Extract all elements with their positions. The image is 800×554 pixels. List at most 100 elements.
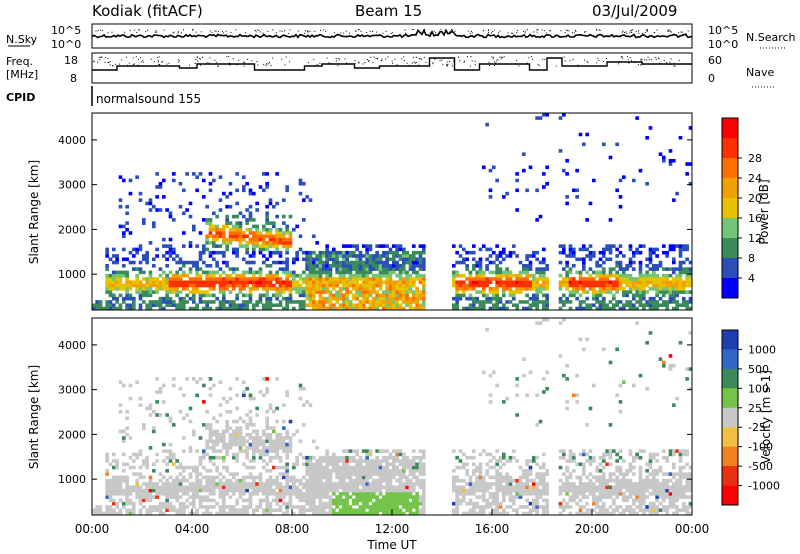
velocity-cell — [598, 485, 603, 490]
power-cell — [632, 277, 636, 281]
power-cell — [148, 283, 153, 288]
velocity-cell — [492, 465, 496, 470]
power-cell — [335, 280, 339, 285]
velocity-cell — [565, 363, 569, 368]
velocity-cell — [292, 432, 296, 437]
power-cell — [618, 306, 623, 311]
power-cell — [205, 273, 209, 278]
velocity-cell — [265, 498, 269, 503]
power-cell — [495, 270, 499, 275]
power-cell — [468, 293, 473, 298]
velocity-cell — [342, 462, 346, 467]
velocity-cell — [368, 488, 373, 493]
velocity-cell — [345, 449, 349, 453]
power-cell — [458, 287, 463, 291]
power-cell — [375, 300, 379, 304]
velocity-cell — [205, 498, 209, 503]
velocity-cell — [292, 475, 296, 480]
velocity-cell — [285, 505, 289, 509]
velocity-cell — [98, 505, 103, 509]
noise-dot — [631, 29, 633, 31]
power-cell — [365, 306, 369, 311]
velocity-cell — [105, 472, 109, 476]
velocity-cell — [422, 469, 426, 473]
power-cell — [472, 287, 476, 291]
power-y-axis-label: Slant Range [km] — [27, 160, 41, 264]
noise-dot — [419, 32, 420, 34]
velocity-cell — [258, 488, 263, 493]
velocity-cell — [245, 446, 249, 450]
power-cell — [478, 247, 483, 252]
power-cell — [515, 283, 519, 288]
power-cell — [138, 293, 143, 298]
velocity-cell — [415, 465, 419, 470]
noise-dot — [345, 30, 347, 32]
power-cell — [378, 303, 383, 308]
power-cell — [395, 247, 399, 252]
power-cell — [342, 254, 346, 258]
nave-dot — [470, 56, 472, 57]
power-cell — [192, 264, 196, 268]
nave-dot — [463, 60, 465, 62]
velocity-cell — [298, 439, 303, 444]
noise-dot — [215, 30, 217, 32]
power-cell — [488, 247, 493, 252]
power-cell — [228, 283, 233, 288]
power-cell — [462, 293, 466, 298]
velocity-cell — [298, 508, 303, 513]
velocity-cell — [128, 396, 133, 401]
nave-dot — [641, 58, 643, 60]
velocity-cell — [545, 469, 549, 473]
velocity-cell — [302, 505, 306, 509]
power-cell — [598, 303, 603, 308]
velocity-cell — [562, 373, 566, 378]
power-cell — [232, 300, 236, 304]
velocity-cell — [115, 478, 119, 483]
power-cell — [382, 244, 386, 248]
nave-dot — [446, 63, 448, 65]
velocity-cell — [408, 482, 413, 486]
velocity-cell — [245, 482, 249, 486]
power-cell — [218, 277, 223, 281]
power-cell — [162, 244, 166, 248]
velocity-cell — [185, 498, 189, 503]
power-cell — [492, 296, 496, 301]
velocity-cell — [375, 511, 379, 516]
power-cell — [248, 260, 253, 265]
velocity-cell — [602, 452, 606, 457]
nave-dot — [127, 64, 129, 66]
velocity-cell — [388, 488, 393, 493]
velocity-cell — [132, 501, 136, 506]
power-cell — [528, 165, 533, 170]
velocity-cell — [395, 449, 399, 453]
power-cell — [392, 254, 396, 258]
power-cell — [618, 250, 623, 255]
velocity-cell — [405, 478, 409, 483]
power-cell — [645, 277, 649, 281]
power-cell — [305, 264, 309, 268]
power-cell — [532, 277, 536, 281]
power-cell — [268, 201, 273, 206]
velocity-cell — [252, 436, 256, 440]
power-cell — [108, 303, 113, 308]
velocity-cell — [538, 505, 543, 509]
velocity-cell — [468, 478, 473, 483]
velocity-cell — [308, 508, 313, 513]
nave-dot — [446, 61, 448, 63]
nave-dot — [413, 61, 415, 63]
power-cell — [312, 234, 316, 239]
velocity-cell — [308, 492, 313, 496]
power-cell — [518, 280, 523, 285]
velocity-cell — [308, 501, 313, 506]
power-cell — [182, 211, 186, 216]
power-cell — [172, 303, 176, 308]
velocity-cell — [338, 475, 343, 480]
power-cell — [562, 244, 566, 248]
nave-dot — [97, 61, 99, 63]
power-cell — [528, 280, 533, 285]
power-cell — [392, 287, 396, 291]
power-cell — [405, 303, 409, 308]
noise-dot — [325, 30, 327, 32]
power-cell — [405, 250, 409, 255]
velocity-cell — [375, 455, 379, 460]
